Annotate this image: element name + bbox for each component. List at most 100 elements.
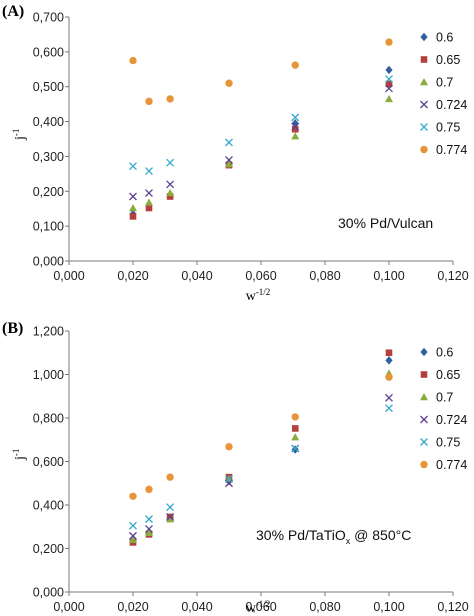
data-point [385, 65, 393, 75]
data-point [129, 192, 137, 201]
data-point [291, 425, 299, 432]
data-point [145, 167, 153, 176]
panel-b-x-ticks: 0,000 0,020 0,040 0,060 0,080 0,100 0,120 [53, 592, 469, 614]
x-tick-label: 0,080 [309, 600, 340, 614]
legend-marker [420, 123, 428, 131]
data-point [129, 213, 137, 220]
data-point [166, 158, 175, 167]
x-tick-label: 0,020 [117, 269, 148, 283]
legend-marker [420, 438, 428, 446]
data-point [129, 204, 137, 212]
x-tick-label: 0,000 [53, 600, 84, 614]
data-point [225, 138, 233, 147]
data-point [145, 528, 153, 537]
panel-a-axes [68, 17, 453, 262]
legend-label: 0.75 [436, 121, 460, 135]
data-point [385, 75, 393, 84]
x-tick-label: 0,080 [309, 269, 340, 283]
y-tick-label: 0,000 [33, 586, 64, 600]
data-point [291, 444, 300, 453]
panel-b-y-axis-title: j-1 [11, 449, 28, 461]
panel-b-legend: 0.6 0.65 0.7 0.724 0.75 0.774 [420, 346, 467, 472]
x-tick-label: 0,060 [245, 600, 276, 614]
data-point [166, 473, 174, 481]
x-tick-label: 0,040 [181, 269, 212, 283]
data-point [145, 515, 153, 524]
data-point [385, 84, 393, 93]
x-tick-label: 0,100 [373, 600, 404, 614]
panel-a-annotation: 30% Pd/Vulcan [338, 215, 433, 231]
panel-a-y-axis-title: j-1 [11, 129, 28, 141]
panel-a: (A) j-1 w-1/2 30% Pd/Vulcan 0,0000,1000,… [2, 3, 469, 304]
data-point [291, 113, 300, 122]
y-tick-label: 1,200 [33, 325, 64, 339]
data-point [291, 433, 300, 441]
data-point [145, 204, 153, 212]
data-point [291, 132, 300, 140]
data-point [225, 160, 233, 168]
x-tick-label: 0,040 [181, 600, 212, 614]
data-point [291, 61, 299, 69]
data-point [145, 189, 153, 197]
y-tick-label: 0,500 [33, 80, 64, 94]
legend-label: 0.6 [436, 346, 453, 360]
panel-a-label: (A) [2, 3, 24, 20]
data-point [385, 404, 393, 413]
panel-b-axes [68, 331, 453, 593]
data-point [385, 94, 393, 103]
legend-marker [420, 393, 428, 401]
legend-marker [420, 145, 428, 154]
data-point [225, 155, 233, 164]
x-tick-label: 0,020 [117, 600, 148, 614]
legend-marker [420, 460, 428, 469]
legend-label: 0.65 [436, 368, 460, 382]
legend-marker [420, 415, 428, 424]
data-point [145, 198, 153, 206]
data-point [385, 38, 393, 46]
x-tick-label: 0,000 [53, 269, 84, 283]
data-point [166, 193, 174, 200]
x-tick-label: 0,100 [373, 269, 404, 283]
panel-a-x-ticks: 0,000 0,020 0,040 0,060 0,080 0,100 0,120 [53, 261, 469, 283]
data-point [385, 373, 393, 381]
data-point [145, 524, 153, 533]
data-point [129, 535, 137, 543]
panel-b-data-points [129, 349, 393, 546]
data-point [129, 531, 137, 540]
data-point [129, 56, 137, 65]
legend-label: 0.75 [436, 436, 460, 450]
y-tick-label: 0,600 [33, 455, 64, 469]
data-point [385, 356, 393, 365]
panel-b: (B) j-1 w-1/2 30% Pd/TaTiOx @ 850°C 0,00… [2, 320, 469, 616]
data-point [385, 393, 393, 402]
y-tick-label: 0,800 [33, 412, 64, 426]
data-point [166, 513, 175, 521]
panel-a-x-axis-title: w-1/2 [246, 287, 271, 304]
data-point [166, 180, 175, 189]
x-tick-label: 0,120 [437, 269, 468, 283]
legend-marker [420, 56, 428, 63]
data-point [385, 80, 393, 88]
y-tick-label: 0,600 [33, 45, 64, 59]
data-point [129, 492, 137, 500]
panel-a-legend: 0.6 0.65 0.7 0.724 0.75 0.774 [420, 31, 467, 157]
y-tick-label: 0,100 [33, 220, 64, 234]
data-point [385, 349, 393, 357]
data-point [166, 515, 175, 523]
data-point [166, 95, 174, 103]
data-point [291, 413, 299, 421]
legend-label: 0.774 [436, 458, 467, 472]
data-point [129, 162, 137, 171]
data-point [225, 443, 233, 451]
data-point [225, 474, 233, 483]
legend-marker [420, 371, 428, 378]
data-point [225, 79, 233, 87]
x-tick-label: 0,060 [245, 269, 276, 283]
data-point [291, 125, 299, 133]
legend-marker [420, 100, 428, 109]
data-point [166, 503, 175, 512]
data-point [291, 122, 300, 131]
y-tick-label: 0,400 [33, 115, 64, 129]
data-point [145, 485, 153, 494]
